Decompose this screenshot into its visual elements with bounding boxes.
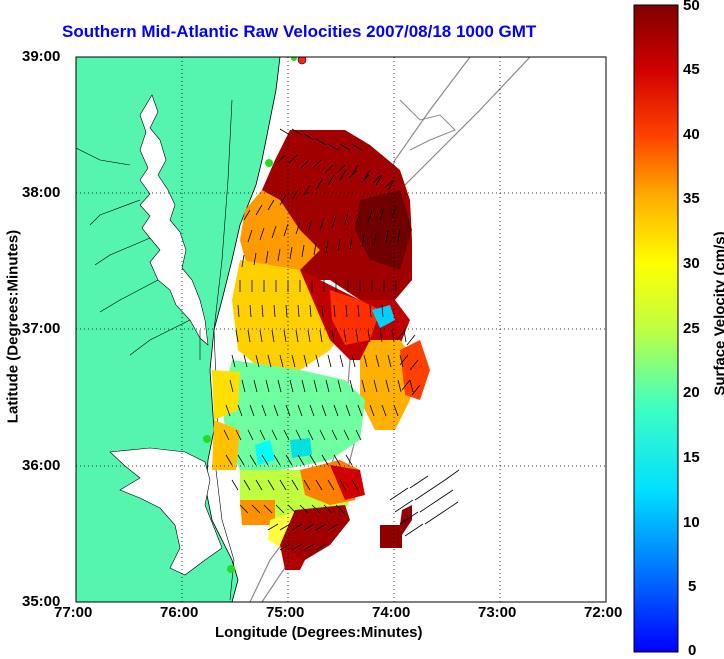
velocity-arrows <box>223 128 460 551</box>
lon-tick-6: 72:00 <box>584 604 623 621</box>
colorbar-tick-0: 0 <box>688 642 697 659</box>
lat-tick-3: 37:00 <box>22 320 61 337</box>
lon-tick-3: 75:00 <box>266 604 305 621</box>
station-north-red <box>297 57 307 65</box>
colorbar-tick-10: 10 <box>683 514 700 531</box>
station-duck <box>203 435 211 443</box>
colorbar <box>633 4 679 653</box>
lon-tick-5: 73:00 <box>478 604 517 621</box>
lon-tick-1: 77:00 <box>54 604 93 621</box>
lon-tick-2: 76:00 <box>160 604 199 621</box>
lat-tick-4: 36:00 <box>22 457 61 474</box>
colorbar-tick-15: 15 <box>683 449 700 466</box>
colorbar-tick-45: 45 <box>683 61 700 78</box>
colorbar-label: Surface Velocity (cm/s) <box>711 231 724 396</box>
lat-tick-1: 39:00 <box>22 48 61 65</box>
x-axis-label: Longitude (Degrees:Minutes) <box>215 624 423 641</box>
colorbar-tick-20: 20 <box>683 384 700 401</box>
station-hatteras <box>227 565 235 573</box>
colorbar-tick-40: 40 <box>683 126 700 143</box>
colorbar-tick-35: 35 <box>683 190 700 207</box>
station-north-green <box>291 57 297 61</box>
pamlico-sound <box>109 447 223 576</box>
lat-tick-5: 35:00 <box>22 593 61 610</box>
y-axis-label: Latitude (Degrees:Minutes) <box>4 229 22 424</box>
grid-lines <box>76 57 606 602</box>
colorbar-tick-25: 25 <box>683 320 700 337</box>
chesapeake-bay <box>139 94 209 346</box>
colorbar-tick-50: 50 <box>683 0 700 14</box>
lat-tick-2: 38:00 <box>22 184 61 201</box>
station-cape-henlopen <box>265 159 273 167</box>
colorbar-tick-30: 30 <box>683 255 700 272</box>
colorbar-tick-5: 5 <box>688 578 697 595</box>
lon-tick-4: 74:00 <box>372 604 411 621</box>
plot-border <box>75 56 607 603</box>
